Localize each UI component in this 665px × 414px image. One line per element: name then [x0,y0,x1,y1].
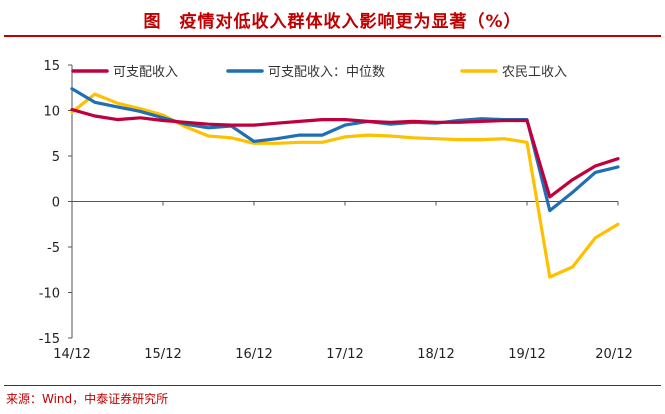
title-underline [4,35,661,37]
legend-label-2: 农民工收入 [502,65,567,80]
x-tick-label: 18/12 [417,347,454,362]
x-tick-label: 16/12 [235,347,272,362]
series-line-0 [70,108,620,199]
series-line-2 [70,92,620,279]
y-tick-label: 5 [52,150,60,165]
source-note: 来源：Wind，中泰证券研究所 [6,392,169,406]
x-tick-label: 20/12 [595,347,632,362]
legend-label-0: 可支配收入 [113,65,178,80]
legend-label-1: 可支配收入：中位数 [268,65,385,80]
x-tick-label: 19/12 [508,347,545,362]
x-tick-label: 14/12 [53,347,90,362]
chart-title: 图 疫情对低收入群体收入影响更为显著（%） [143,12,522,32]
y-tick-label: 10 [43,105,60,120]
title-bar: 图 疫情对低收入群体收入影响更为显著（%） [0,0,665,36]
x-tick-label: 17/12 [326,347,363,362]
y-tick-label: -15 [39,332,60,347]
x-tick-label: 15/12 [144,347,181,362]
y-tick-label: 15 [43,59,60,74]
source-divider [4,385,661,386]
y-tick-label: 0 [52,196,60,211]
y-tick-label: -5 [47,241,60,256]
y-tick-label: -10 [39,287,60,302]
